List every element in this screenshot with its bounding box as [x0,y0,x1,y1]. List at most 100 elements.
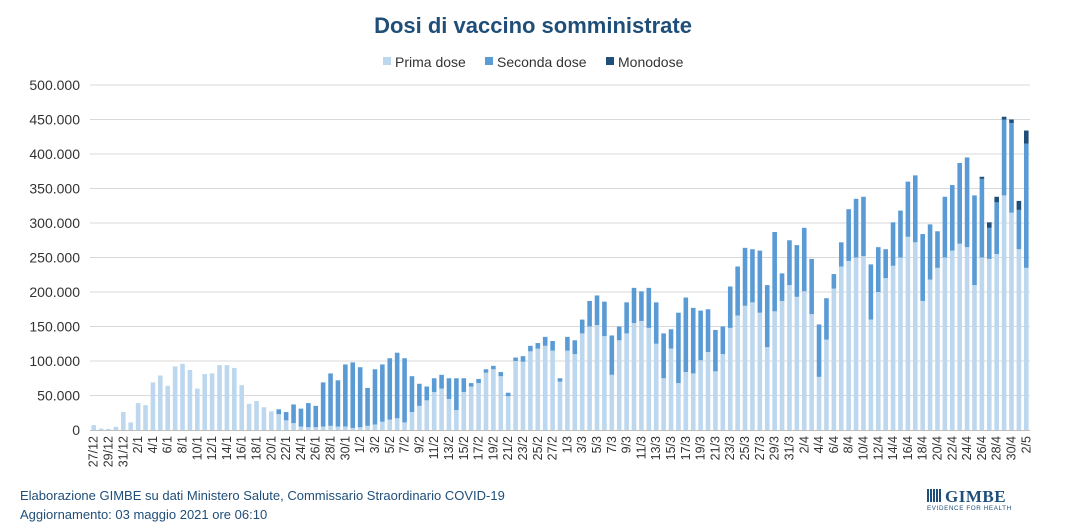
bar-prima-dose [283,420,289,430]
bar-prima-dose [898,257,903,430]
x-tick-label: 31/12 [116,436,130,467]
x-tick-label: 19/3 [694,436,708,460]
bar-monodose [1024,130,1029,144]
bar-prima-dose [150,382,156,430]
bar-monodose [1001,116,1007,120]
x-tick-label: 13/3 [649,436,663,460]
bar-prima-dose [520,361,526,430]
bar-prima-dose [328,425,333,430]
bar-prima-dose [698,360,703,430]
bar-prima-dose [528,351,533,430]
bar-seconda-dose [1001,119,1007,196]
bar-prima-dose [602,336,607,430]
bar-seconda-dose [476,378,481,384]
bar-prima-dose [661,378,666,430]
bar-prima-dose [757,312,763,430]
x-tick-label: 29/12 [102,436,116,467]
x-tick-label: 8/4 [842,436,856,453]
bar-prima-dose [942,257,948,430]
bar-prima-dose [972,285,977,430]
x-tick-label: 15/2 [457,436,471,460]
bar-seconda-dose [498,372,504,377]
bar-prima-dose [468,386,474,430]
bar-prima-dose [313,427,319,430]
x-tick-label: 11/2 [427,436,441,459]
bar-seconda-dose [875,247,881,292]
bar-prima-dose [542,345,548,430]
bar-seconda-dose [750,249,755,303]
bar-prima-dose [683,372,689,430]
legend-label-1: Seconda dose [497,54,587,70]
bar-prima-dose [624,333,629,430]
bar-prima-dose [513,361,518,430]
bar-prima-dose [838,266,844,430]
bar-prima-dose [394,418,400,430]
x-tick-label: 26/1 [309,436,323,460]
y-tick-label: 250.000 [29,250,80,266]
bar-seconda-dose [313,405,319,428]
bar-seconda-dose [949,185,955,251]
bar-seconda-dose [468,383,474,387]
bar-prima-dose [750,302,755,430]
bar-prima-dose [202,374,208,430]
bar-prima-dose [572,354,578,430]
bar-seconda-dose [306,403,311,428]
bar-seconda-dose [550,340,555,351]
legend-swatch-1 [485,57,493,65]
bar-monodose [994,196,999,203]
bar-prima-dose [883,278,888,430]
x-tick-label: 19/2 [486,436,500,460]
bar-seconda-dose [283,412,289,421]
bar-seconda-dose [831,274,837,289]
bar-prima-dose [113,426,119,430]
x-tick-label: 20/1 [264,436,278,460]
bar-prima-dose [439,388,444,430]
bar-seconda-dose [816,324,822,377]
bar-prima-dose [550,350,555,430]
legend-swatch-2 [606,57,614,65]
y-tick-label: 50.000 [37,388,80,404]
bar-prima-dose [195,388,200,430]
bar-prima-dose [180,363,185,430]
y-tick-label: 150.000 [29,319,80,335]
bar-prima-dose [949,250,955,430]
bar-monodose [979,176,985,179]
bar-seconda-dose [942,196,948,258]
bar-seconda-dose [357,367,363,428]
x-tick-label: 17/2 [472,436,486,460]
x-tick-label: 31/3 [782,436,796,460]
bar-prima-dose [476,383,481,430]
bar-prima-dose [676,383,681,430]
bar-prima-dose [742,305,748,430]
bar-prima-dose [861,256,866,430]
bar-prima-dose [801,291,807,430]
bar-prima-dose [594,325,600,430]
legend-label-0: Prima dose [395,54,466,70]
y-tick-label: 350.000 [29,181,80,197]
bar-prima-dose [461,392,467,430]
bar-seconda-dose [394,352,400,419]
bar-prima-dose [587,326,592,430]
legend-label-2: Monodose [618,54,684,70]
bar-prima-dose [335,426,341,430]
y-tick-label: 450.000 [29,112,80,128]
bar-prima-dose [232,367,237,430]
bar-seconda-dose [838,242,844,267]
bar-prima-dose [535,348,541,430]
x-axis-tick-labels: 27/12 29/12 31/12 2/1 4/1 6/1 8/1 10/1 12/1 14/1 1… [87,436,1034,467]
bar-seconda-dose [616,326,622,341]
bar-prima-dose [498,376,504,430]
bar-seconda-dose [298,408,304,427]
gridlines [90,84,1030,396]
bar-prima-dose [424,400,430,430]
bar-seconda-dose [853,198,859,258]
bar-seconda-dose [646,287,652,328]
bar-seconda-dose [491,365,496,370]
bar-seconda-dose [787,240,792,286]
y-tick-label: 500.000 [29,77,80,93]
x-tick-label: 22/1 [279,436,293,460]
bar-prima-dose [824,339,829,430]
x-tick-label: 2/4 [797,436,811,453]
bar-monodose [986,222,992,228]
